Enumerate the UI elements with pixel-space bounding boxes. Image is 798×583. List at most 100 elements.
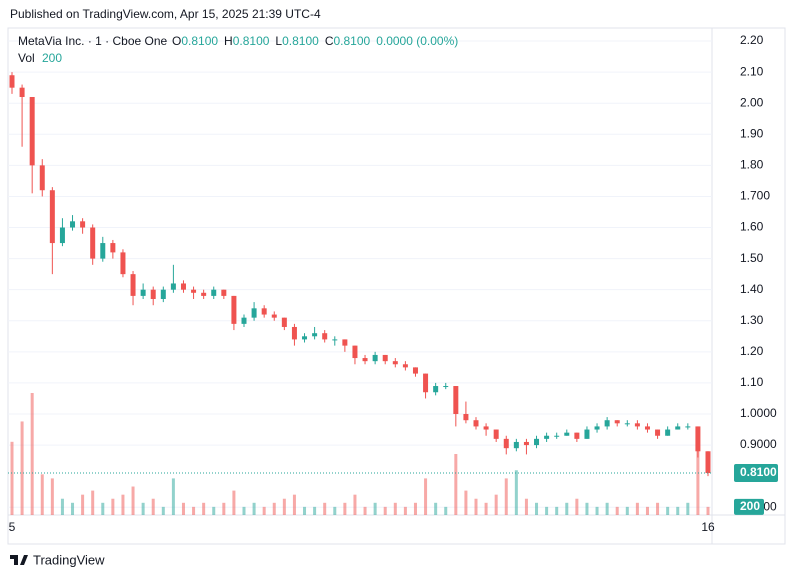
y-tick-label: 1.20 bbox=[740, 344, 764, 358]
y-tick-label: 1.30 bbox=[740, 313, 764, 327]
candle-body bbox=[352, 345, 358, 359]
candle-body bbox=[503, 438, 509, 449]
candle-body bbox=[362, 358, 368, 362]
ohlc-value: 0.8100 bbox=[233, 34, 270, 48]
candle-body bbox=[624, 423, 630, 425]
candle-body bbox=[231, 295, 237, 324]
volume-bar bbox=[141, 502, 145, 515]
ohlc-key: H bbox=[224, 34, 233, 48]
ohlc-key: L bbox=[275, 34, 282, 48]
last-price-label: 0.8100 bbox=[740, 465, 777, 479]
candle-body bbox=[675, 426, 681, 430]
candle-body bbox=[80, 221, 86, 228]
volume-bar bbox=[605, 502, 609, 515]
candle-body bbox=[49, 190, 55, 244]
candle-body bbox=[271, 314, 277, 318]
candle-body bbox=[392, 361, 398, 365]
candle-body bbox=[705, 451, 711, 474]
candle-body bbox=[473, 420, 479, 427]
candle-body bbox=[29, 96, 35, 166]
candle-body bbox=[322, 333, 328, 340]
volume-bar bbox=[434, 502, 438, 515]
candle-body bbox=[574, 432, 580, 439]
volume-bar bbox=[696, 445, 700, 515]
candle-body bbox=[110, 243, 116, 253]
candle-body bbox=[221, 289, 227, 296]
candle-body bbox=[180, 283, 186, 290]
candle-body bbox=[140, 289, 146, 296]
candle-body bbox=[513, 441, 519, 449]
candle-body bbox=[160, 289, 166, 300]
volume-bar bbox=[565, 502, 569, 515]
candle-body bbox=[534, 438, 540, 446]
volume-bar bbox=[181, 502, 185, 515]
volume-bar bbox=[60, 498, 64, 515]
ohlc-key: O bbox=[172, 34, 181, 48]
volume-bar bbox=[595, 506, 599, 515]
volume-bar bbox=[313, 506, 317, 515]
volume-bar bbox=[333, 506, 337, 515]
volume-bar bbox=[686, 502, 690, 515]
ohlc-key: C bbox=[325, 34, 334, 48]
volume-bar bbox=[666, 506, 670, 515]
volume-bar bbox=[363, 506, 367, 515]
symbol: MetaVia Inc. · 1 · Cboe One bbox=[18, 34, 168, 48]
volume-bar bbox=[373, 502, 377, 515]
volume-bar bbox=[635, 502, 639, 515]
volume-bar bbox=[353, 494, 357, 515]
ohlc-value: 0.8100 bbox=[333, 34, 370, 48]
candle-body bbox=[453, 386, 459, 414]
volume-value: 200 bbox=[42, 51, 62, 65]
volume-bar bbox=[71, 502, 75, 515]
chart-frame bbox=[7, 27, 786, 545]
y-tick-label: 1.50 bbox=[740, 251, 764, 265]
volume-bar bbox=[101, 502, 105, 515]
volume-bar bbox=[524, 498, 528, 515]
candle-body bbox=[483, 426, 489, 430]
candle-body bbox=[402, 364, 408, 368]
candle-body bbox=[382, 354, 388, 362]
volume-bar bbox=[413, 502, 417, 515]
candle-body bbox=[493, 429, 499, 439]
volume-bar bbox=[454, 454, 458, 515]
volume-bar bbox=[545, 506, 549, 515]
candle-body bbox=[342, 339, 348, 346]
candle-body bbox=[100, 243, 106, 259]
candle-body bbox=[170, 283, 176, 290]
volume-bar bbox=[222, 502, 226, 515]
volume-bar bbox=[676, 506, 680, 515]
volume-bar bbox=[393, 502, 397, 515]
candle-body bbox=[332, 339, 338, 341]
candle-body bbox=[19, 87, 25, 97]
volume-bar bbox=[383, 506, 387, 515]
volume-bar bbox=[424, 478, 428, 515]
volume-bar bbox=[555, 506, 559, 515]
volume-bar bbox=[212, 506, 216, 515]
volume-bar bbox=[585, 502, 589, 515]
volume-bar bbox=[10, 441, 14, 515]
candle-body bbox=[59, 227, 65, 244]
candle-body bbox=[150, 289, 156, 300]
candle-body bbox=[281, 317, 287, 327]
volume-bar bbox=[252, 502, 256, 515]
volume-bar bbox=[464, 490, 468, 515]
volume-bar bbox=[131, 486, 135, 515]
volume-bar bbox=[706, 506, 710, 515]
candle-body bbox=[665, 429, 671, 436]
candle-body bbox=[685, 426, 691, 428]
candle-body bbox=[120, 252, 126, 275]
y-tick-label: 1.80 bbox=[740, 158, 764, 172]
candle-body bbox=[554, 435, 560, 437]
volume-bar bbox=[514, 470, 518, 515]
candle-body bbox=[695, 426, 701, 452]
candle-body bbox=[39, 165, 45, 191]
candle-body bbox=[211, 289, 217, 296]
volume-bar bbox=[232, 490, 236, 515]
y-tick-label: 1.60 bbox=[740, 220, 764, 234]
x-tick-label: 16 bbox=[701, 520, 715, 534]
candle-body bbox=[423, 373, 429, 393]
volume-bar bbox=[91, 490, 95, 515]
volume-bar bbox=[535, 502, 539, 515]
volume-bar bbox=[504, 478, 508, 515]
candle-body bbox=[614, 420, 620, 424]
